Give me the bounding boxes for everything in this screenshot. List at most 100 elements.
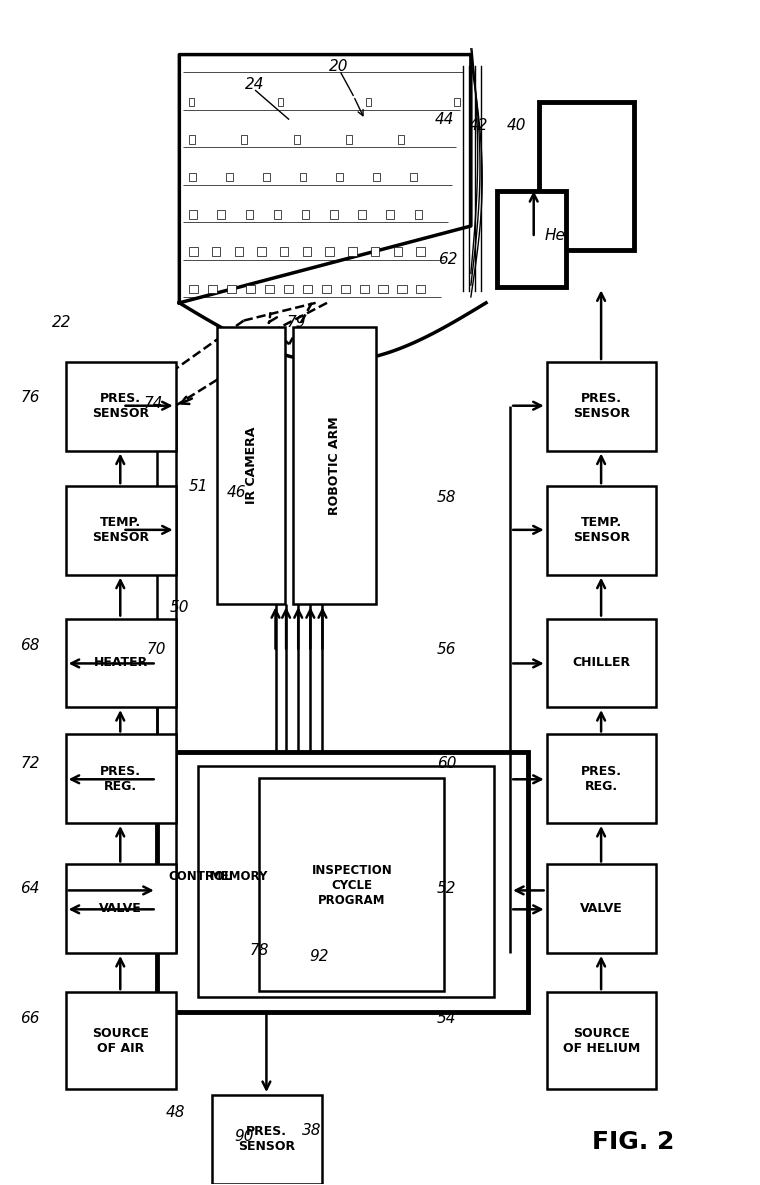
Bar — [454, 97, 460, 107]
Text: SOURCE
OF HELIUM: SOURCE OF HELIUM — [563, 1026, 640, 1055]
Text: 60: 60 — [437, 756, 457, 771]
Bar — [359, 284, 369, 294]
Bar — [394, 248, 402, 256]
Text: TEMP.
SENSOR: TEMP. SENSOR — [92, 517, 149, 544]
Text: VALVE: VALVE — [580, 902, 623, 915]
Bar — [283, 284, 293, 294]
Text: PRES.
SENSOR: PRES. SENSOR — [238, 1126, 296, 1153]
Bar — [212, 248, 220, 256]
Text: 76: 76 — [21, 390, 40, 405]
Text: INSPECTION
CYCLE
PROGRAM: INSPECTION CYCLE PROGRAM — [312, 864, 392, 908]
Text: FIG. 2: FIG. 2 — [593, 1130, 675, 1154]
Text: 58: 58 — [437, 491, 457, 506]
Text: 68: 68 — [21, 639, 40, 653]
Polygon shape — [179, 55, 471, 303]
Text: 48: 48 — [166, 1106, 185, 1120]
Bar — [217, 327, 285, 604]
Bar — [66, 361, 176, 450]
Text: 46: 46 — [226, 485, 246, 500]
Bar — [546, 619, 657, 707]
Text: 66: 66 — [21, 1011, 40, 1025]
Bar — [198, 767, 493, 997]
Bar — [212, 1095, 321, 1184]
Bar — [293, 135, 299, 143]
Text: 78: 78 — [249, 943, 268, 959]
Text: 50: 50 — [169, 601, 189, 615]
Bar — [293, 327, 376, 604]
Bar — [497, 191, 565, 288]
Bar — [246, 284, 255, 294]
Bar — [415, 210, 423, 218]
Bar — [208, 284, 217, 294]
Text: CHILLER: CHILLER — [572, 656, 631, 670]
Bar — [66, 735, 176, 824]
Bar — [302, 210, 309, 218]
Bar — [398, 135, 404, 143]
Bar — [189, 284, 198, 294]
Bar — [546, 864, 657, 953]
Bar — [227, 284, 236, 294]
Text: 90: 90 — [234, 1129, 253, 1144]
Text: 42: 42 — [469, 118, 488, 133]
Bar — [66, 992, 176, 1089]
Bar — [217, 210, 225, 218]
Bar — [546, 735, 657, 824]
Bar — [387, 210, 394, 218]
Bar — [189, 135, 195, 143]
Text: 52: 52 — [437, 880, 457, 896]
Bar — [302, 284, 312, 294]
Text: 40: 40 — [507, 118, 526, 133]
Bar — [259, 779, 445, 991]
Bar — [66, 864, 176, 953]
Bar — [277, 97, 283, 107]
Text: PRES.
SENSOR: PRES. SENSOR — [92, 392, 149, 421]
Text: 44: 44 — [435, 113, 454, 127]
Text: PRES.
REG.: PRES. REG. — [581, 764, 622, 793]
Bar — [242, 135, 248, 143]
Bar — [189, 97, 195, 107]
Bar — [346, 135, 352, 143]
Bar — [226, 173, 233, 181]
Text: 38: 38 — [302, 1123, 321, 1138]
Text: PRES.
SENSOR: PRES. SENSOR — [573, 392, 630, 421]
Text: 70: 70 — [147, 642, 166, 656]
Text: VALVE: VALVE — [100, 902, 142, 915]
Bar — [539, 102, 634, 250]
Text: 24: 24 — [245, 77, 264, 91]
Text: 56: 56 — [437, 642, 457, 656]
Text: IR CAMERA: IR CAMERA — [245, 427, 258, 504]
Bar — [265, 284, 274, 294]
Text: 72: 72 — [21, 756, 40, 771]
Bar — [373, 173, 380, 181]
Bar — [348, 248, 356, 256]
Bar — [397, 284, 407, 294]
Bar — [274, 210, 281, 218]
Text: 20: 20 — [328, 59, 348, 73]
Bar — [66, 619, 176, 707]
Bar — [157, 752, 527, 1012]
Text: 79: 79 — [287, 315, 306, 331]
Bar — [546, 992, 657, 1089]
Bar — [546, 486, 657, 575]
Bar — [302, 248, 311, 256]
Bar — [258, 248, 266, 256]
Text: MEMORY: MEMORY — [210, 870, 268, 883]
Text: HEATER: HEATER — [93, 656, 147, 670]
Bar — [371, 248, 379, 256]
Text: ROBOTIC ARM: ROBOTIC ARM — [328, 416, 341, 514]
Bar — [299, 173, 306, 181]
Text: TEMP.
SENSOR: TEMP. SENSOR — [573, 517, 630, 544]
Text: SOURCE
OF AIR: SOURCE OF AIR — [92, 1026, 149, 1055]
Bar — [280, 248, 288, 256]
Bar — [66, 486, 176, 575]
Text: 22: 22 — [52, 315, 71, 331]
Text: 64: 64 — [21, 880, 40, 896]
Text: PRES.
REG.: PRES. REG. — [100, 764, 141, 793]
Text: 54: 54 — [437, 1011, 457, 1025]
Text: 62: 62 — [439, 251, 458, 267]
Bar — [546, 361, 657, 450]
Text: 51: 51 — [188, 479, 208, 494]
Text: CONTROL: CONTROL — [168, 870, 232, 883]
Bar — [330, 210, 337, 218]
Bar — [340, 284, 350, 294]
